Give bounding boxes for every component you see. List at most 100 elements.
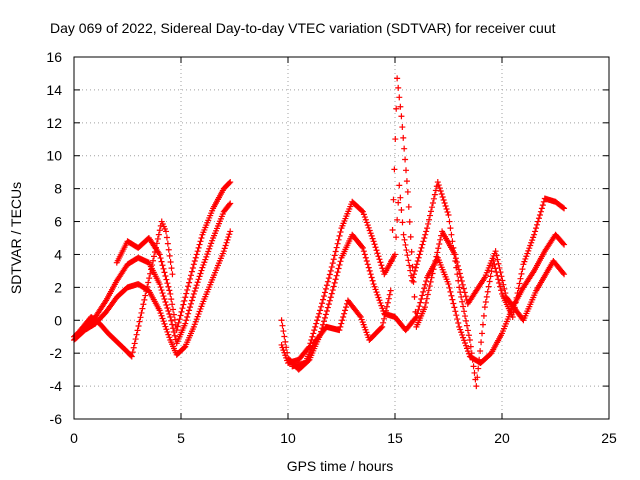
data-point-marker [461, 308, 468, 315]
data-point-marker [198, 235, 205, 241]
data-point-marker [436, 185, 443, 192]
data-point-marker [167, 313, 174, 320]
data-point-marker [418, 296, 425, 303]
data-point-marker [162, 272, 169, 279]
data-points [71, 75, 568, 390]
data-point-marker [368, 232, 375, 239]
data-point-marker [343, 304, 350, 311]
data-point-marker [496, 279, 503, 286]
data-point-marker [464, 327, 471, 334]
data-point-marker [457, 274, 464, 281]
data-point-marker [165, 331, 172, 338]
data-point-marker [127, 352, 134, 359]
data-point-marker [207, 243, 214, 250]
data-point-marker [509, 313, 516, 320]
data-point-marker [491, 261, 498, 268]
data-point-marker [438, 191, 445, 198]
data-point-marker [177, 312, 184, 319]
data-point-marker [367, 271, 374, 278]
data-point-marker [336, 327, 343, 334]
data-point-marker [130, 344, 137, 351]
data-point-marker [171, 316, 178, 323]
data-point-marker [479, 321, 486, 328]
data-point-marker [137, 314, 144, 321]
data-point-marker [364, 222, 371, 229]
y-tick-label: 14 [46, 82, 62, 98]
data-point-marker [419, 241, 426, 248]
data-point-marker [335, 236, 342, 243]
data-point-marker [321, 314, 328, 321]
data-point-marker [499, 277, 506, 284]
data-point-marker [435, 245, 442, 252]
data-point-marker [405, 203, 412, 210]
y-tick-label: -6 [50, 411, 63, 427]
data-point-marker [475, 365, 482, 372]
data-point-marker [437, 236, 444, 243]
data-point-marker [458, 293, 465, 300]
data-point-marker [481, 304, 488, 311]
data-point-marker [373, 247, 380, 254]
data-point-marker [337, 229, 344, 236]
data-point-marker [535, 215, 542, 222]
data-point-marker [400, 231, 407, 238]
data-point-marker [150, 257, 157, 264]
data-point-marker [430, 266, 437, 273]
data-point-marker [193, 282, 200, 289]
data-point-marker [183, 290, 190, 297]
data-point-marker [408, 248, 415, 255]
data-point-marker [168, 317, 175, 324]
data-point-marker [328, 264, 335, 271]
y-tick-label: 2 [54, 279, 62, 295]
data-point-marker [532, 228, 539, 235]
data-point-marker [162, 323, 169, 330]
data-point-marker [182, 320, 189, 327]
data-point-marker [497, 283, 504, 290]
data-point-marker [151, 253, 158, 260]
data-point-marker [495, 260, 502, 267]
series-track-c [113, 179, 234, 334]
data-point-marker [191, 288, 198, 295]
data-point-marker [530, 234, 537, 241]
data-point-marker [371, 283, 378, 290]
data-point-marker [359, 244, 366, 251]
data-point-marker [176, 316, 183, 323]
data-point-marker [529, 237, 536, 244]
data-point-marker [159, 290, 166, 297]
data-point-marker [193, 251, 200, 258]
data-point-marker [455, 319, 462, 326]
data-point-marker [155, 231, 162, 238]
data-point-marker [461, 289, 468, 296]
data-point-marker [420, 238, 427, 245]
data-point-marker [162, 299, 169, 306]
data-point-marker [479, 330, 486, 337]
data-point-marker [407, 233, 414, 240]
data-point-marker [205, 248, 212, 255]
data-point-marker [404, 188, 411, 195]
data-point-marker [437, 188, 444, 195]
data-point-marker [410, 278, 417, 285]
data-point-marker [156, 251, 163, 258]
data-point-marker [372, 286, 379, 293]
data-point-marker [427, 212, 434, 219]
data-point-marker [188, 268, 195, 275]
data-point-marker [395, 84, 402, 91]
data-point-marker [320, 321, 327, 328]
data-point-marker [393, 234, 400, 241]
data-point-marker [386, 291, 393, 298]
data-point-marker [410, 271, 417, 278]
data-point-marker [458, 278, 465, 285]
data-point-marker [358, 207, 365, 214]
grid-lines [74, 57, 609, 419]
data-point-marker [411, 293, 418, 300]
data-point-marker [334, 240, 341, 247]
data-point-marker [515, 285, 522, 292]
data-point-marker [143, 288, 150, 295]
data-point-marker [322, 285, 329, 292]
series-track-d [77, 218, 176, 360]
data-point-marker [194, 248, 201, 255]
data-point-marker [467, 343, 474, 350]
data-point-marker [389, 227, 396, 234]
data-point-marker [431, 262, 438, 269]
data-point-marker [170, 306, 177, 313]
data-point-marker [480, 312, 487, 319]
